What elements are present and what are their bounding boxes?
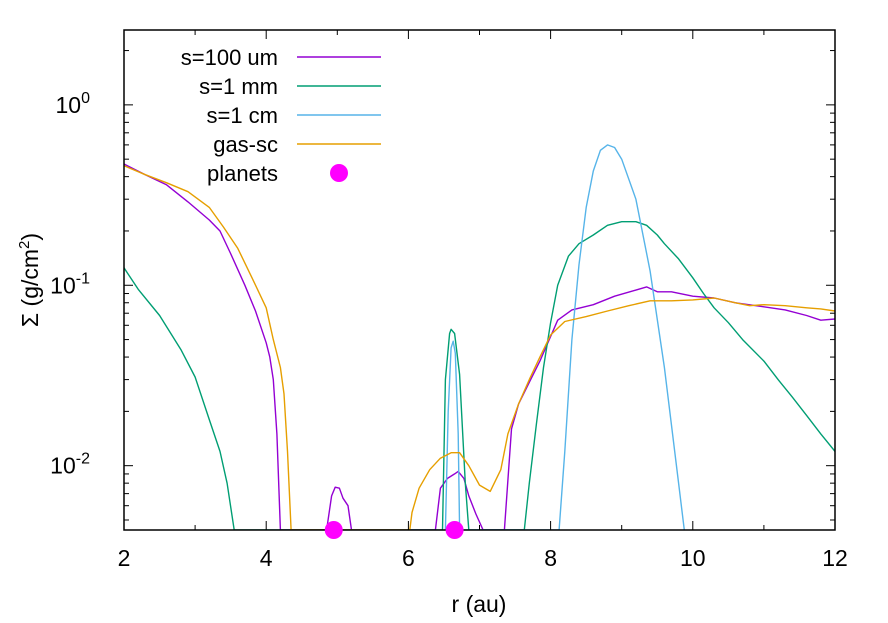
legend: s=100 um s=1 mm s=1 cm gas-sc planets [181,45,381,186]
x-axis-label: r (au) [452,591,507,617]
y-tick-label: 100 [56,90,91,118]
series-line-1 [124,221,835,530]
y-tick-label: 10-1 [50,270,90,298]
x-tick-label: 12 [822,545,848,571]
y-axis-label-sup: 2 [16,241,33,249]
y-tick-label: 10-2 [50,451,90,479]
plot-frame [123,29,836,531]
x-tick-label: 10 [680,545,706,571]
series-line-3 [124,165,835,530]
x-tick-labels: 2 4 6 8 10 12 [118,545,848,571]
legend-label-2: s=1 cm [206,103,278,128]
y-tick-labels: 100 10-1 10-2 [50,90,90,479]
planet-marker-1 [445,521,464,539]
legend-label-1: s=1 mm [199,74,278,99]
legend-swatch-4 [330,164,348,182]
series-line-2 [444,144,685,530]
series-line-0 [124,163,835,530]
legend-label-3: gas-sc [213,132,278,157]
x-tick-label: 4 [260,545,273,571]
legend-label-0: s=100 um [181,45,278,70]
y-axis-label: Σ (g/cm2) [16,233,43,327]
x-tick-label: 8 [544,545,557,571]
y-axis-label-close: ) [17,233,43,241]
tick-marks [123,30,836,530]
y-axis-label-main: Σ (g/cm [17,249,43,327]
series-layer [124,144,835,530]
legend-label-4: planets [207,161,278,186]
x-tick-label: 6 [402,545,415,571]
x-tick-label: 2 [118,545,131,571]
planets-layer [324,521,464,539]
planet-marker-0 [324,521,343,539]
